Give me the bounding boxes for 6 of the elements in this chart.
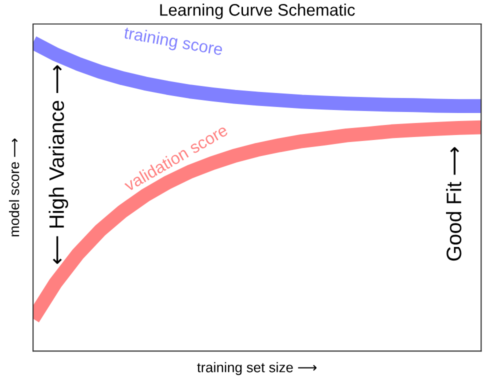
x-axis-title: training set size ⟶ [197,362,317,376]
annotation: Good Fit ⟶ [446,147,462,261]
text: training score [122,26,224,59]
annotation: ⟵ High Variance ⟶ [48,65,68,264]
y-axis-title: model score ⟶ [8,138,20,236]
chart-title: Learning Curve Schematic [160,4,355,20]
